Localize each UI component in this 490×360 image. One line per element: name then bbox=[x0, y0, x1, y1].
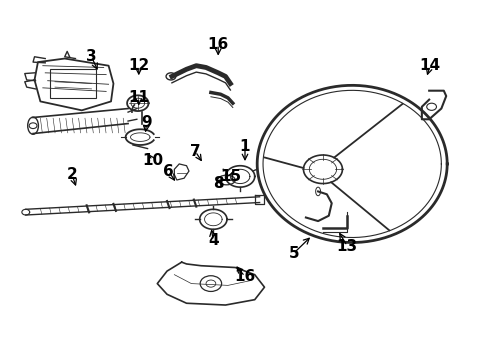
Text: 16: 16 bbox=[234, 269, 256, 284]
Text: 6: 6 bbox=[163, 163, 174, 179]
Text: 1: 1 bbox=[240, 139, 250, 154]
Text: 2: 2 bbox=[67, 167, 77, 182]
Text: 9: 9 bbox=[141, 115, 152, 130]
Circle shape bbox=[166, 73, 176, 80]
Text: 10: 10 bbox=[142, 153, 163, 168]
Text: 11: 11 bbox=[128, 90, 149, 105]
Text: 4: 4 bbox=[208, 233, 219, 248]
Text: 7: 7 bbox=[190, 144, 200, 159]
Bar bbox=[50, 69, 97, 98]
Text: 5: 5 bbox=[289, 246, 299, 261]
Text: 15: 15 bbox=[220, 169, 241, 184]
Text: 16: 16 bbox=[208, 37, 229, 52]
Text: 12: 12 bbox=[128, 58, 149, 73]
Text: 8: 8 bbox=[213, 176, 223, 191]
Text: 14: 14 bbox=[419, 58, 441, 73]
Text: 13: 13 bbox=[337, 239, 358, 253]
Text: 3: 3 bbox=[86, 49, 97, 64]
